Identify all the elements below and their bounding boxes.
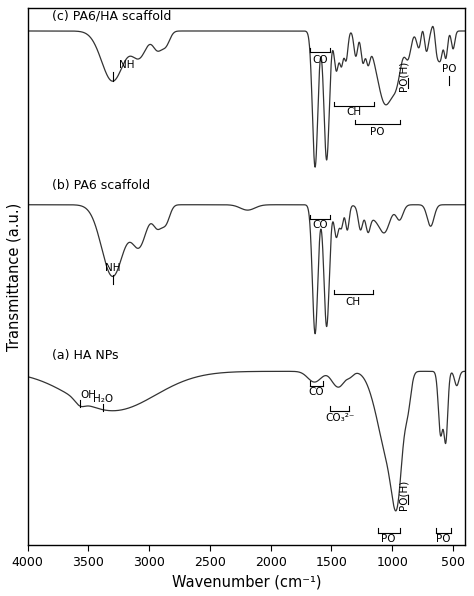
Text: CH: CH — [346, 297, 361, 307]
X-axis label: Wavenumber (cm⁻¹): Wavenumber (cm⁻¹) — [172, 574, 321, 589]
Text: PO: PO — [442, 64, 457, 74]
Text: PO: PO — [436, 533, 451, 544]
Text: NH: NH — [119, 60, 135, 70]
Text: (c) PA6/HA scaffold: (c) PA6/HA scaffold — [52, 9, 171, 22]
Text: PO(H): PO(H) — [398, 61, 408, 91]
Text: NH: NH — [105, 263, 120, 273]
Text: (a) HA NPs: (a) HA NPs — [52, 349, 118, 362]
Text: CO: CO — [309, 387, 324, 396]
Text: PO(H): PO(H) — [398, 480, 408, 510]
Y-axis label: Transmittance (a.u.): Transmittance (a.u.) — [7, 202, 22, 350]
Text: H₂O: H₂O — [93, 394, 113, 403]
Text: PO: PO — [382, 533, 396, 544]
Text: CO: CO — [312, 220, 328, 230]
Text: (b) PA6 scaffold: (b) PA6 scaffold — [52, 179, 150, 192]
Text: PO: PO — [370, 127, 384, 137]
Text: CO: CO — [312, 55, 328, 65]
Text: OH: OH — [80, 390, 96, 400]
Text: CO₃²⁻: CO₃²⁻ — [325, 414, 355, 424]
Text: CH: CH — [346, 107, 362, 117]
